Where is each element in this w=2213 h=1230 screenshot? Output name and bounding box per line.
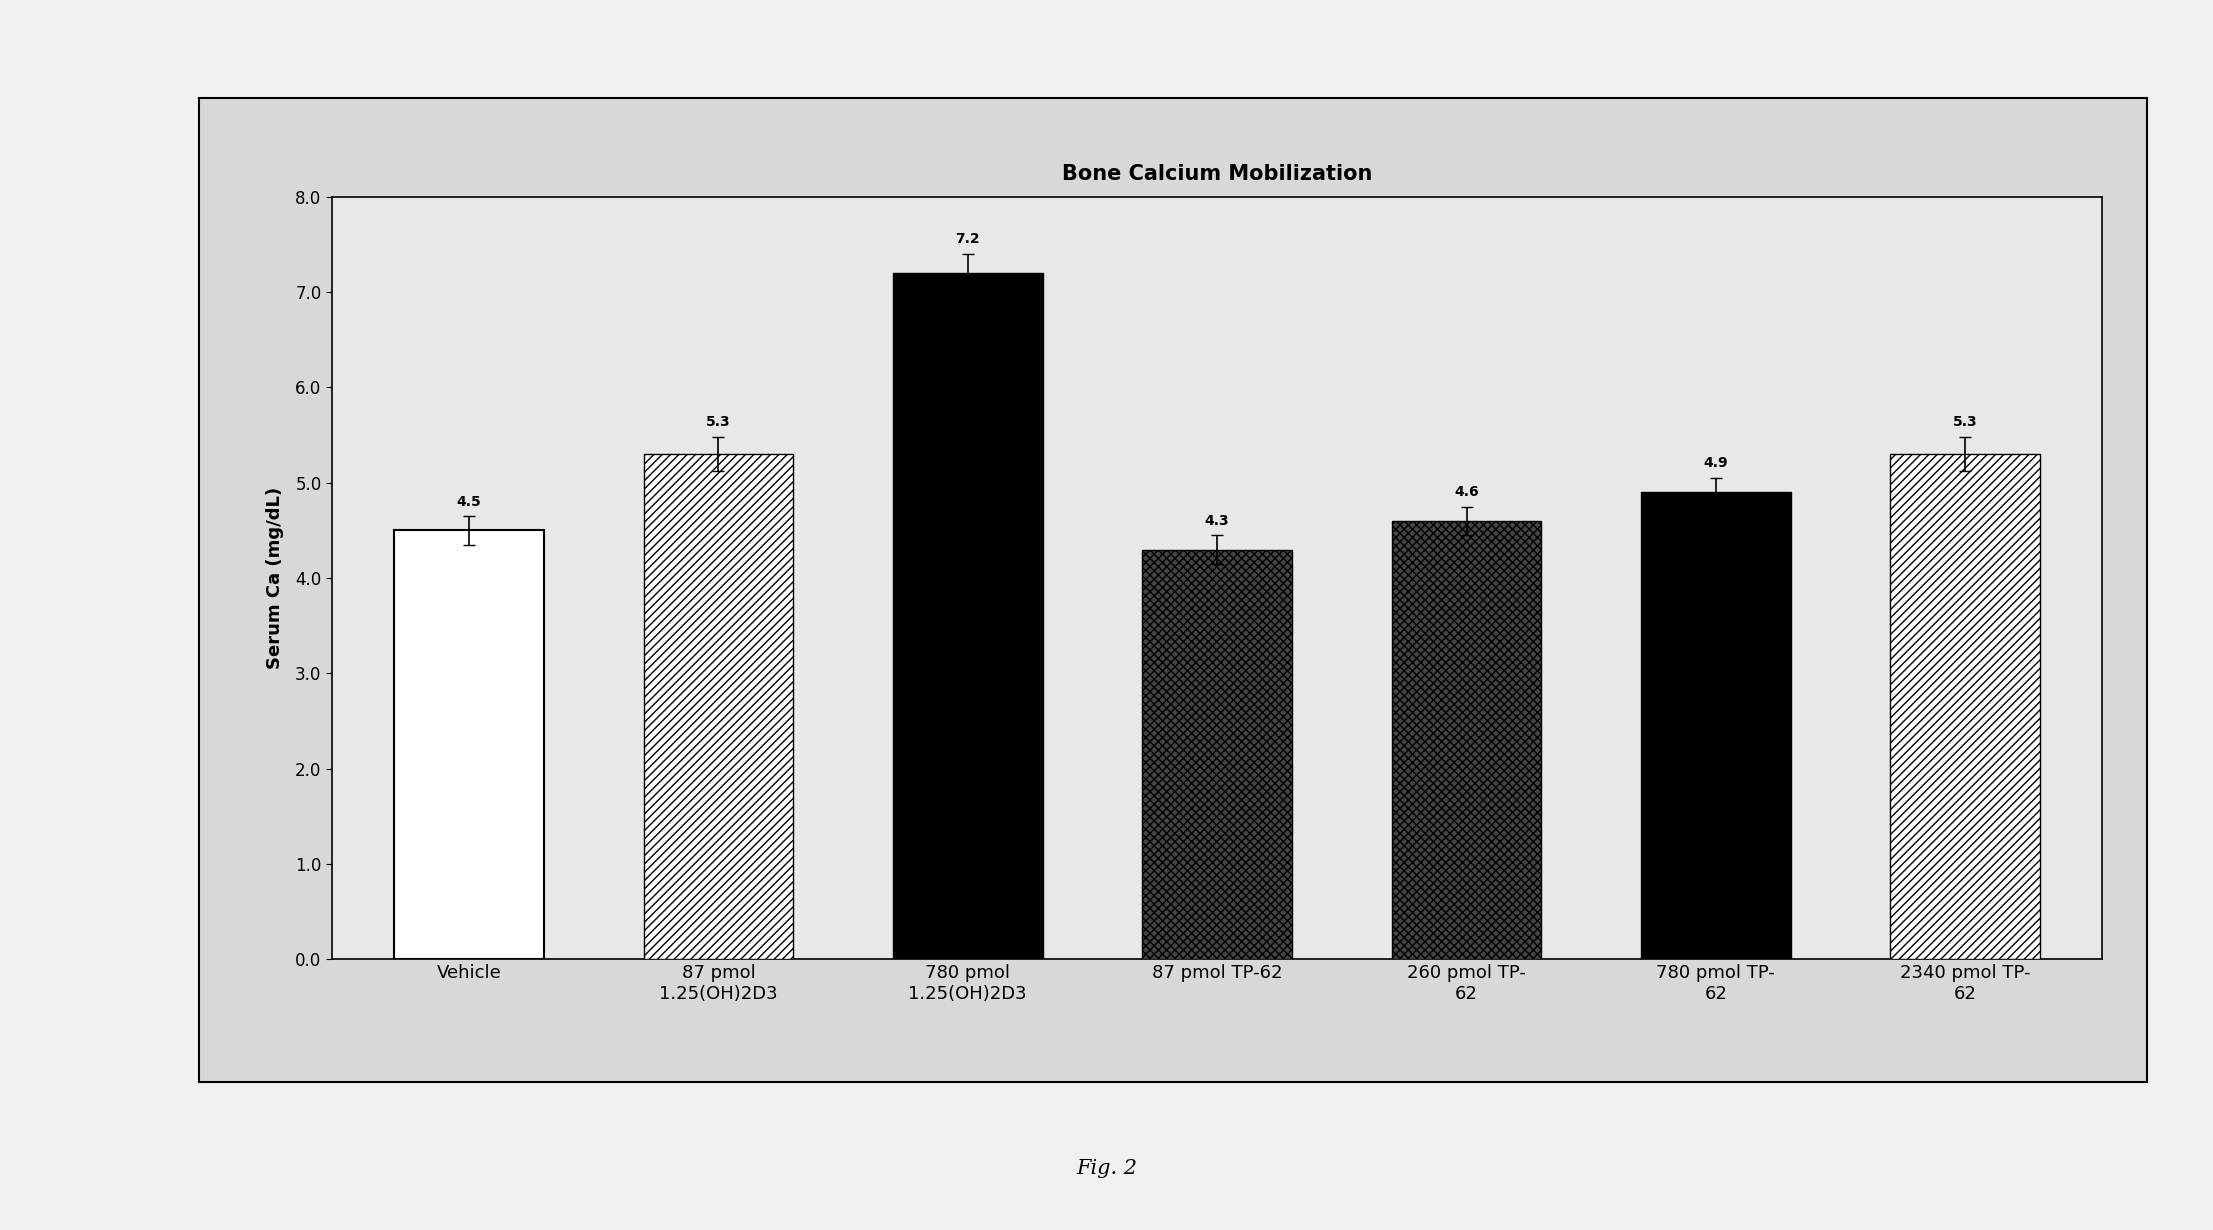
Text: 4.3: 4.3: [1204, 514, 1230, 528]
Text: 4.6: 4.6: [1454, 485, 1478, 499]
Text: 5.3: 5.3: [1952, 416, 1978, 429]
Text: 4.5: 4.5: [456, 494, 482, 508]
Bar: [394, 530, 544, 959]
Bar: [1642, 492, 1790, 959]
Text: Fig. 2: Fig. 2: [1076, 1159, 1137, 1178]
Bar: [1392, 522, 1540, 959]
Bar: [644, 454, 792, 959]
Y-axis label: Serum Ca (mg/dL): Serum Ca (mg/dL): [266, 487, 283, 669]
Bar: [1890, 454, 2040, 959]
Text: 5.3: 5.3: [706, 416, 730, 429]
Bar: [894, 273, 1042, 959]
Bar: [1142, 550, 1292, 959]
Text: 4.9: 4.9: [1704, 456, 1728, 470]
Title: Bone Calcium Mobilization: Bone Calcium Mobilization: [1062, 164, 1372, 184]
Text: 7.2: 7.2: [956, 232, 980, 246]
